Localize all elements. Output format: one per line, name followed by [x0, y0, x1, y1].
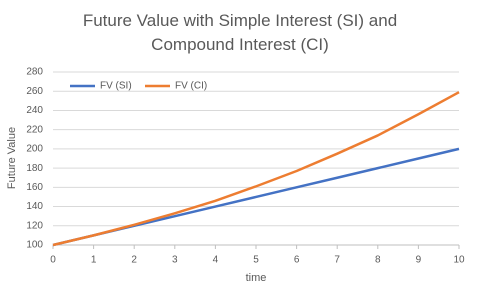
chart-title: Future Value with Simple Interest (SI) a…: [82, 11, 398, 54]
y-tick-label: 120: [26, 220, 43, 231]
legend-label: FV (CI): [175, 81, 207, 92]
y-tick-label: 180: [26, 163, 43, 174]
legend-label: FV (SI): [100, 81, 132, 92]
x-tick-label: 10: [453, 255, 465, 266]
x-tick-label: 1: [91, 255, 97, 266]
y-tick-label: 100: [26, 240, 43, 251]
x-tick-label: 6: [294, 255, 300, 266]
series-line: [52, 91, 460, 247]
x-tick-label: 5: [253, 255, 259, 266]
x-tick-label: 0: [50, 255, 56, 266]
y-axis-title: Future Value: [6, 127, 18, 189]
x-tick-label: 8: [375, 255, 381, 266]
x-tick-label: 4: [213, 255, 219, 266]
y-tick-label: 140: [26, 201, 43, 212]
y-tick-label: 160: [26, 182, 43, 193]
y-tick-label: 280: [26, 67, 43, 78]
y-tick-label: 200: [26, 144, 43, 155]
x-tick-label: 2: [131, 255, 137, 266]
x-tick-label: 7: [334, 255, 340, 266]
x-tick-label: 3: [172, 255, 178, 266]
x-tick-label: 9: [416, 255, 422, 266]
y-tick-label: 240: [26, 105, 43, 116]
x-axis-title: time: [246, 272, 267, 284]
y-tick-label: 220: [26, 124, 43, 135]
y-tick-label: 260: [26, 86, 43, 97]
